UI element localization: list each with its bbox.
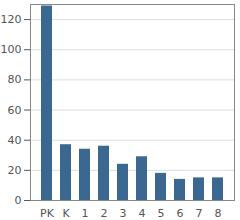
svg-text:20: 20 [8, 164, 22, 177]
svg-text:40: 40 [8, 134, 22, 147]
svg-text:1: 1 [82, 207, 89, 220]
svg-text:60: 60 [8, 104, 22, 117]
svg-text:100: 100 [1, 43, 22, 56]
svg-text:7: 7 [196, 207, 203, 220]
svg-text:4: 4 [139, 207, 146, 220]
svg-text:K: K [62, 207, 70, 220]
svg-text:8: 8 [215, 207, 222, 220]
svg-text:2: 2 [101, 207, 108, 220]
svg-text:0: 0 [15, 194, 22, 207]
svg-text:80: 80 [8, 73, 22, 86]
svg-text:3: 3 [120, 207, 127, 220]
svg-text:120: 120 [1, 13, 22, 26]
svg-text:6: 6 [177, 207, 184, 220]
svg-text:PK: PK [40, 207, 55, 220]
svg-text:5: 5 [158, 207, 165, 220]
